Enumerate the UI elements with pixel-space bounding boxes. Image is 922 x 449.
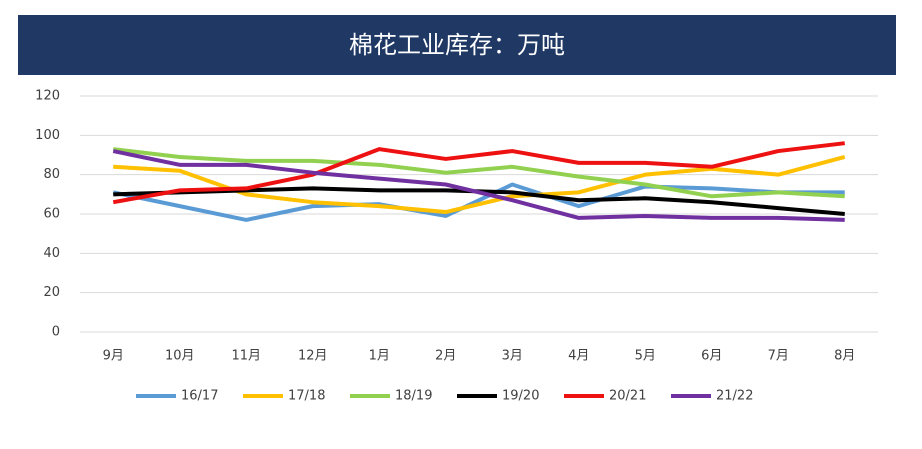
y-tick-label: 60 [43, 207, 60, 222]
legend-label: 16/17 [181, 389, 218, 404]
y-tick-label: 20 [43, 285, 60, 300]
series-line [112, 149, 845, 222]
legend-label: 17/18 [288, 389, 325, 404]
legend-label: 19/20 [502, 389, 539, 404]
y-tick-label: 0 [52, 325, 60, 340]
series-line [112, 141, 845, 205]
y-tick-label: 120 [35, 89, 60, 104]
x-tick-label: 9月 [103, 349, 124, 364]
x-tick-label: 2月 [435, 349, 456, 364]
x-tick-label: 3月 [502, 349, 523, 364]
chart-title: 棉花工业库存：万吨 [349, 31, 565, 59]
series-line [113, 147, 845, 199]
x-tick-label: 12月 [298, 349, 328, 364]
y-tick-label: 40 [43, 246, 60, 261]
series-line [112, 182, 845, 222]
x-tick-label: 8月 [834, 349, 855, 364]
legend-label: 18/19 [395, 389, 432, 404]
x-tick-label: 6月 [701, 349, 722, 364]
x-tick-label: 5月 [635, 349, 656, 364]
x-tick-label: 10月 [165, 349, 195, 364]
x-tick-label: 11月 [231, 349, 261, 364]
y-tick-label: 80 [43, 167, 60, 182]
x-tick-label: 4月 [568, 349, 589, 364]
x-tick-label: 1月 [369, 349, 390, 364]
legend-label: 21/22 [716, 389, 753, 404]
x-tick-label: 7月 [768, 349, 789, 364]
legend-label: 20/21 [609, 389, 646, 404]
title-banner [18, 15, 896, 75]
y-tick-label: 100 [35, 128, 60, 143]
